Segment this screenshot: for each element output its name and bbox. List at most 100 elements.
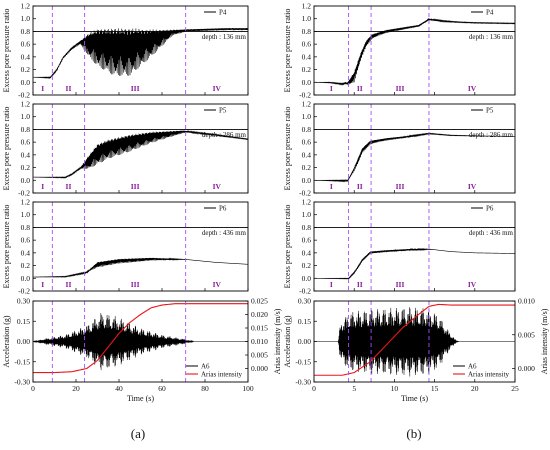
ytick-label: 0.0	[21, 176, 31, 185]
ytick-label: 0.0	[302, 78, 312, 87]
legend-entry: A6	[468, 363, 477, 371]
plot-frame	[313, 201, 516, 292]
plot-frame	[32, 300, 249, 383]
ytick-label: 0.6	[21, 40, 31, 49]
panel-b_p4: -0.2 0.0 0.2 0.4 0.6 0.8 1.0 1.2 Excess pore pre…	[283, 2, 516, 100]
depth-annotation: depth : 436 mm	[469, 229, 514, 237]
y2-axis-label: Arias intensity (m/s)	[273, 308, 282, 374]
legend-entry: Arias intensity	[468, 371, 510, 379]
ytick-label: 0.6	[21, 236, 31, 245]
phase-label: III	[396, 280, 405, 289]
y2tick-label: 0.005	[251, 351, 268, 360]
legend-entry: P6	[486, 205, 494, 213]
phase-label: IV	[213, 280, 222, 289]
ytick-label: 1.0	[302, 14, 312, 23]
panel-a_acc: -0.30 -0.15 0.00 0.15 0.30 0 20 40 60 80 100 Accele…	[2, 297, 282, 404]
ytick-label: 0.15	[298, 317, 311, 326]
phase-label: II	[66, 280, 72, 289]
legend-entry: P5	[219, 107, 227, 115]
y2tick-label: 0.000	[518, 364, 535, 373]
ytick-label: 1.0	[21, 210, 31, 219]
ytick-label: -0.2	[299, 189, 311, 198]
series-line-arias-intensity	[33, 303, 248, 374]
ytick-label: 0.0	[21, 274, 31, 283]
y-axis-label: Excess pore pressure ratio	[283, 205, 292, 289]
phase-label: IV	[468, 84, 477, 93]
plot-area	[33, 129, 248, 179]
y2tick-label: 0.010	[251, 337, 268, 346]
y2tick-label: 0.000	[251, 364, 268, 373]
ytick-label: 0.4	[302, 248, 312, 257]
x-axis-label: Time (s)	[401, 394, 428, 403]
x-axis-label: Time (s)	[127, 394, 154, 403]
legend-entry: P6	[219, 205, 227, 213]
plot-area	[314, 18, 515, 86]
phase-label: I	[330, 84, 333, 93]
phase-label: III	[131, 84, 140, 93]
plot-area	[33, 28, 248, 80]
ytick-label: -0.2	[299, 287, 311, 296]
ytick-label: 0.2	[21, 163, 31, 172]
depth-annotation: depth : 436 mm	[202, 229, 247, 237]
xtick-label: 20	[471, 384, 479, 393]
plot-frame	[32, 201, 249, 292]
panel-b_acc: -0.30 -0.15 0.00 0.15 0.30 0 5 10 15 20 25 Accelera…	[283, 297, 549, 404]
ytick-label: 0.2	[302, 261, 312, 270]
ytick-label: 1.2	[21, 198, 31, 207]
plot-frame	[32, 5, 249, 96]
caption-b: (b)	[406, 426, 421, 441]
ytick-label: 0.4	[302, 52, 312, 61]
y-axis-label: Excess pore pressure ratio	[283, 107, 292, 191]
plot-area	[314, 303, 515, 377]
y2tick-label: 0.015	[251, 324, 268, 333]
phase-label: I	[41, 280, 44, 289]
ytick-label: 0.8	[21, 223, 31, 232]
depth-annotation: depth : 136 mm	[202, 33, 247, 41]
panel-a_p5: -0.2 0.0 0.2 0.4 0.6 0.8 1.0 1.2 Excess pore pre…	[2, 100, 249, 198]
ytick-label: 1.0	[21, 14, 31, 23]
series-line	[33, 257, 248, 278]
y-axis-label: Acceleration (g)	[2, 315, 11, 368]
plot-frame	[313, 5, 516, 96]
ytick-label: 0.2	[21, 261, 31, 270]
ytick-label: 1.2	[21, 2, 31, 11]
ytick-label: 0.30	[298, 297, 311, 306]
series-line	[33, 129, 248, 179]
phase-label: IV	[213, 182, 222, 191]
series-line-arias-intensity	[314, 303, 515, 376]
ytick-label: 1.2	[21, 100, 31, 109]
phase-label: II	[357, 182, 363, 191]
plot-frame	[313, 103, 516, 194]
legend-entry: A6	[201, 363, 210, 371]
phase-label: III	[131, 182, 140, 191]
phase-label: I	[41, 182, 44, 191]
ytick-label: -0.2	[18, 189, 30, 198]
panel-b_p6: -0.2 0.0 0.2 0.4 0.6 0.8 1.0 1.2 Excess pore pre…	[283, 198, 516, 296]
plot-area	[314, 129, 515, 183]
panel-a_p6: -0.2 0.0 0.2 0.4 0.6 0.8 1.0 1.2 Excess pore pre…	[2, 198, 249, 296]
xtick-label: 0	[31, 384, 35, 393]
caption-a: (a)	[131, 426, 145, 441]
y-axis-label: Excess pore pressure ratio	[2, 107, 11, 191]
xtick-label: 20	[72, 384, 80, 393]
ytick-label: 0.8	[302, 125, 312, 134]
legend-entry: P4	[219, 9, 227, 17]
ytick-label: 0.00	[298, 337, 311, 346]
phase-label: IV	[468, 182, 477, 191]
ytick-label: 1.2	[302, 100, 312, 109]
y-axis-label: Excess pore pressure ratio	[283, 9, 292, 93]
ytick-label: 0.30	[17, 297, 30, 306]
legend-entry: P5	[486, 107, 494, 115]
ytick-label: 0.0	[21, 78, 31, 87]
phase-label: III	[131, 280, 140, 289]
ytick-label: 0.2	[21, 65, 31, 74]
ytick-label: 0.6	[302, 40, 312, 49]
phase-label: III	[396, 84, 405, 93]
ytick-label: -0.2	[18, 287, 30, 296]
legend-entry: P4	[486, 9, 494, 17]
ytick-label: 0.2	[302, 163, 312, 172]
y2tick-label: 0.010	[518, 297, 535, 306]
phase-label: II	[357, 280, 363, 289]
phase-label: II	[66, 84, 72, 93]
